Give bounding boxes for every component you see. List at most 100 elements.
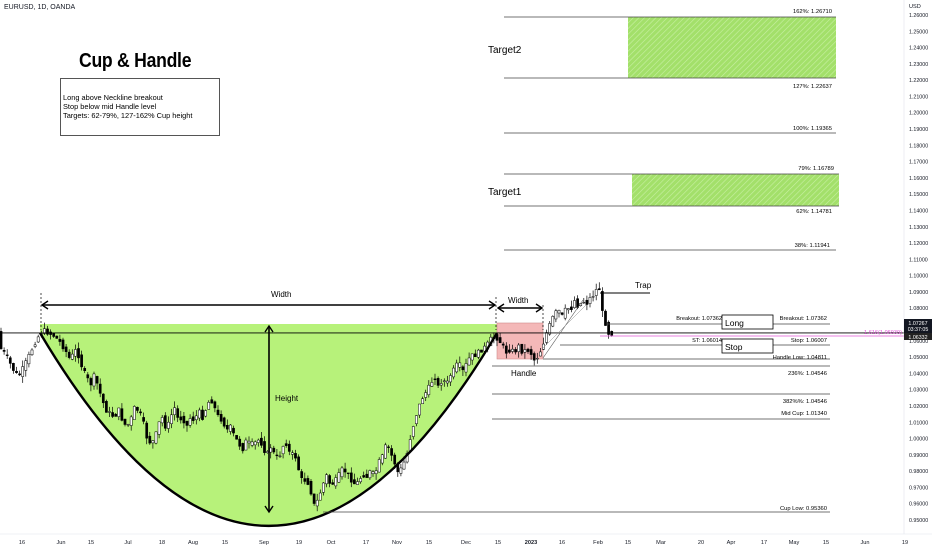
candle-body <box>526 348 530 352</box>
candle-body <box>427 384 431 396</box>
x-tick-label: 17 <box>761 540 767 546</box>
candle-body <box>98 383 102 394</box>
note-line: Stop below mid Handle level <box>63 102 157 111</box>
candle-body <box>334 477 338 487</box>
candle-body <box>77 348 80 359</box>
candle-body <box>508 349 511 353</box>
candle-body <box>86 374 90 379</box>
candle-body <box>154 431 158 444</box>
y-tick-label: 1.03000 <box>909 388 928 394</box>
fib-label: Cup Low: 0.95360 <box>780 506 827 512</box>
candle-body <box>368 470 372 479</box>
candle-body <box>446 380 449 384</box>
height-arrow-head-bottom <box>264 505 274 514</box>
x-tick-label: 15 <box>495 540 501 546</box>
candle-body <box>514 349 517 353</box>
candle-body <box>160 417 164 424</box>
candle-body <box>523 349 527 353</box>
candle-body <box>235 435 238 440</box>
candle-body <box>591 296 595 298</box>
candle-body <box>250 441 254 446</box>
candle-body <box>256 439 260 443</box>
candle-body <box>74 349 77 357</box>
x-tick-label: May <box>789 540 800 546</box>
candle-body <box>551 316 555 327</box>
candle-body <box>477 349 480 358</box>
width-arrow-head-left <box>40 300 49 310</box>
candle-body <box>433 378 437 380</box>
price-tag-price: 1.07267 <box>908 321 927 327</box>
candle-body <box>340 467 344 478</box>
candle-body <box>582 301 586 304</box>
candle-body <box>520 343 524 354</box>
candle-body <box>399 467 403 474</box>
x-tick-label: Apr <box>727 540 736 546</box>
x-tick-label: Feb <box>593 540 603 546</box>
x-tick-label: Sep <box>259 540 269 546</box>
prev-tag-bg <box>904 333 932 340</box>
y-tick-label: 0.96000 <box>909 502 928 508</box>
candle-body <box>30 349 34 356</box>
time-axis-bg <box>0 534 932 550</box>
candle-body <box>132 406 136 420</box>
candle-body <box>464 363 468 373</box>
handle-width-arrow-head-right <box>535 303 544 313</box>
candle-body <box>607 321 610 335</box>
candle-body <box>467 357 471 366</box>
y-tick-label: 1.15000 <box>909 192 928 198</box>
stop-label: Stop <box>725 342 743 352</box>
candle-body <box>201 409 204 420</box>
fib-label: 79%: 1.16789 <box>798 166 834 172</box>
breakout-left-label: Breakout: 1.07362 <box>676 316 722 322</box>
fib-label: Mid Cup: 1.01340 <box>781 411 827 417</box>
handle-width-label: Width <box>508 296 528 305</box>
target2-label: Target2 <box>488 45 522 56</box>
candle-body <box>287 443 291 452</box>
candle-body <box>36 336 40 343</box>
candle-body <box>312 493 316 504</box>
candle-body <box>263 441 266 453</box>
y-tick-label: 1.17000 <box>909 160 928 166</box>
candle-body <box>359 478 362 483</box>
candle-body <box>207 402 211 410</box>
note-line: Long above Neckline breakout <box>63 93 163 102</box>
trap-label: Trap <box>635 281 652 290</box>
candle-body <box>501 343 505 346</box>
candle-body <box>15 370 18 373</box>
candle-body <box>222 417 226 427</box>
candle-body <box>278 455 282 457</box>
candle-body <box>148 435 152 444</box>
candle-body <box>455 362 459 373</box>
candle-body <box>300 471 304 479</box>
candle-body <box>253 441 257 446</box>
y-tick-label: 1.25000 <box>909 29 928 35</box>
candle-body <box>315 499 319 507</box>
candle-body <box>390 448 393 456</box>
candle-body <box>145 422 149 439</box>
candle-body <box>529 349 533 355</box>
candle-body <box>309 480 313 495</box>
fib-label: 62%: 1.14781 <box>796 209 832 215</box>
candle-body <box>167 421 170 429</box>
cup-curve <box>38 332 499 528</box>
candle-body <box>129 416 133 426</box>
width-arrow-head-right <box>488 300 497 310</box>
candle-body <box>136 406 139 411</box>
x-tick-label: 15 <box>88 540 94 546</box>
candle-body <box>27 354 31 365</box>
candle-body <box>328 475 331 484</box>
y-tick-label: 1.08000 <box>909 306 928 312</box>
candle-body <box>8 357 12 364</box>
target1-label: Target1 <box>488 187 522 198</box>
candle-body <box>163 415 167 429</box>
candle-body <box>294 453 297 459</box>
candle-body <box>557 310 561 314</box>
candle-body <box>594 289 598 296</box>
candle-body <box>18 373 21 376</box>
target2-zone <box>628 17 836 78</box>
candle-body <box>331 482 335 485</box>
y-tick-label: 0.99000 <box>909 453 928 459</box>
candle-body <box>232 427 235 434</box>
x-tick-label: Mar <box>656 540 666 546</box>
